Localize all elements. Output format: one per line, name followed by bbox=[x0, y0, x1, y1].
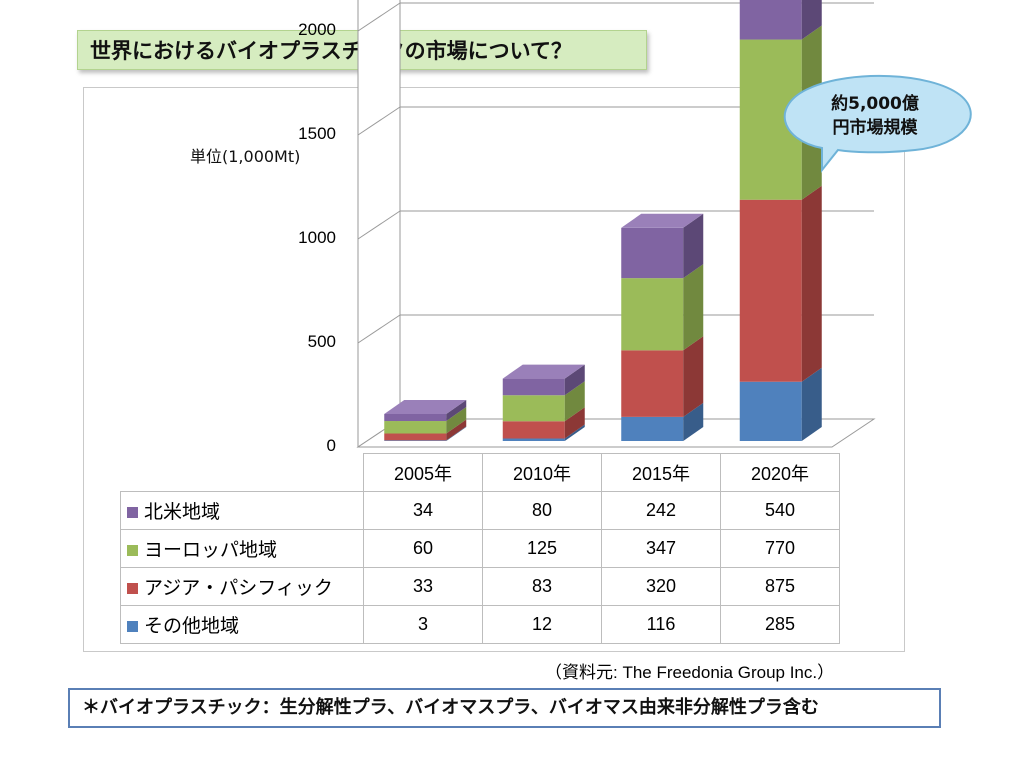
bar-segment bbox=[384, 433, 447, 441]
table-cell: 34 bbox=[363, 491, 483, 530]
bar-top bbox=[502, 364, 585, 379]
table-cell: 770 bbox=[720, 529, 840, 568]
y-tick-label: 500 bbox=[307, 332, 336, 351]
chart-frame bbox=[83, 87, 905, 652]
side-wall bbox=[357, 0, 401, 448]
callout-line-2: 円市場規模 bbox=[832, 118, 918, 138]
table-cell: 12 bbox=[482, 605, 602, 644]
table-cell: 242 bbox=[601, 491, 721, 530]
table-cell: 285 bbox=[720, 605, 840, 644]
swatch-asia-pacific bbox=[127, 583, 138, 595]
bar-side bbox=[564, 407, 585, 439]
table-row-north-america: 北米地域 34 80 242 540 bbox=[120, 491, 840, 530]
bar-segment bbox=[502, 395, 565, 422]
table-cell: 60 bbox=[363, 529, 483, 568]
bar-top bbox=[384, 399, 467, 414]
bar-side bbox=[683, 213, 704, 279]
y-tick-label: 1500 bbox=[298, 124, 336, 143]
legend-north-america: 北米地域 bbox=[120, 491, 364, 530]
callout-line-1: 約5,000億 bbox=[831, 94, 919, 114]
series-name: その他地域 bbox=[144, 616, 240, 637]
table-header-2010: 2010年 bbox=[482, 453, 602, 492]
bar-side bbox=[446, 419, 467, 441]
bar-segment bbox=[502, 378, 565, 396]
bar-segment bbox=[739, 0, 802, 40]
bar-side bbox=[683, 264, 704, 351]
bar-segment bbox=[621, 227, 684, 279]
table-cell: 875 bbox=[720, 567, 840, 606]
gridline-depth bbox=[357, 106, 401, 136]
table-cell: 3 bbox=[363, 605, 483, 644]
data-table: 2005年 2010年 2015年 2020年 北米地域 34 80 242 5… bbox=[120, 453, 840, 644]
series-name: ヨーロッパ地域 bbox=[144, 540, 278, 561]
table-header-2005: 2005年 bbox=[363, 453, 483, 492]
table-header-2015: 2015年 bbox=[601, 453, 721, 492]
bar-segment bbox=[621, 350, 684, 417]
table-cell: 80 bbox=[482, 491, 602, 530]
bar-side bbox=[683, 402, 704, 441]
bar-side bbox=[564, 381, 585, 422]
gridline-depth bbox=[357, 2, 401, 32]
bar-side bbox=[683, 336, 704, 417]
bar-top bbox=[621, 213, 704, 228]
table-row-asia-pacific: アジア・パシフィック 33 83 320 875 bbox=[120, 567, 840, 606]
table-cell: 33 bbox=[363, 567, 483, 606]
bar-segment bbox=[502, 438, 565, 441]
bar-side bbox=[801, 0, 822, 40]
series-name: アジア・パシフィック bbox=[144, 578, 333, 599]
table-row-europe: ヨーロッパ地域 60 125 347 770 bbox=[120, 529, 840, 568]
table-header-2020: 2020年 bbox=[720, 453, 840, 492]
unit-label: 単位(1,000Mt) bbox=[190, 147, 301, 166]
swatch-europe bbox=[127, 545, 138, 557]
legend-asia-pacific: アジア・パシフィック bbox=[120, 567, 364, 606]
y-tick-label: 0 bbox=[326, 436, 336, 455]
legend-other: その他地域 bbox=[120, 605, 364, 644]
bar-segment bbox=[384, 440, 447, 441]
table-cell: 320 bbox=[601, 567, 721, 606]
table-header-row: 2005年 2010年 2015年 2020年 bbox=[120, 453, 840, 492]
legend-europe: ヨーロッパ地域 bbox=[120, 529, 364, 568]
y-tick-label: 1000 bbox=[298, 228, 336, 247]
swatch-north-america bbox=[127, 507, 138, 519]
table-cell: 125 bbox=[482, 529, 602, 568]
bar-side bbox=[446, 426, 467, 441]
table-row-other: その他地域 3 12 116 285 bbox=[120, 605, 840, 644]
y-tick-label: 2000 bbox=[298, 20, 336, 39]
swatch-other bbox=[127, 621, 138, 633]
callout-bubble bbox=[783, 74, 972, 173]
bar-segment bbox=[384, 413, 447, 422]
gridline-depth bbox=[357, 314, 401, 344]
bar-segment bbox=[621, 278, 684, 351]
table-cell: 347 bbox=[601, 529, 721, 568]
gridline-depth bbox=[357, 210, 401, 240]
bar-segment bbox=[621, 416, 684, 441]
bar-side bbox=[446, 407, 467, 434]
bar-segment bbox=[739, 199, 802, 382]
table-corner bbox=[120, 453, 364, 492]
callout-text: 約5,000億 円市場規模 bbox=[800, 92, 950, 140]
bar-segment bbox=[739, 381, 802, 441]
table-cell: 116 bbox=[601, 605, 721, 644]
bar-side bbox=[564, 364, 585, 396]
bar-segment bbox=[384, 421, 447, 434]
bar-segment bbox=[502, 421, 565, 439]
series-name: 北米地域 bbox=[144, 502, 221, 523]
table-cell: 540 bbox=[720, 491, 840, 530]
bar-side bbox=[801, 185, 822, 382]
bar-side bbox=[564, 424, 585, 441]
table-cell: 83 bbox=[482, 567, 602, 606]
source-credit: （資料元: The Freedonia Group Inc.） bbox=[545, 663, 835, 682]
bar-side bbox=[801, 367, 822, 441]
footnote-box: ＊バイオプラスチック：生分解性プラ、バイオマスプラ、バイオマス由来非分解性プラ含… bbox=[68, 688, 941, 728]
bar-side bbox=[446, 399, 467, 422]
